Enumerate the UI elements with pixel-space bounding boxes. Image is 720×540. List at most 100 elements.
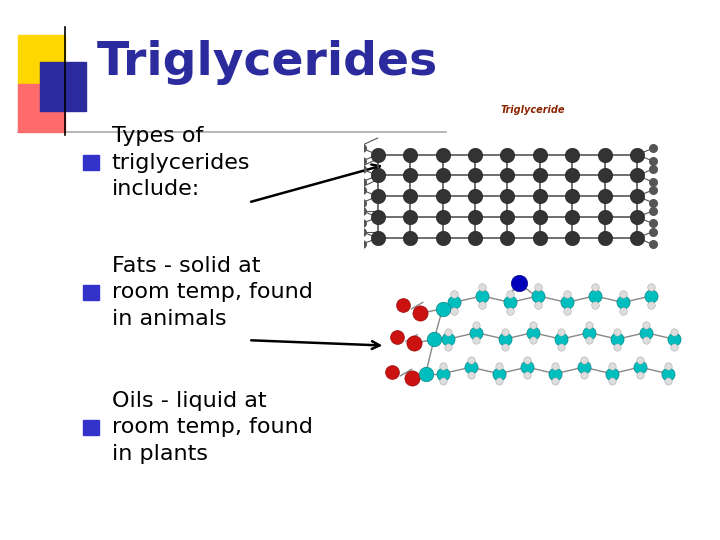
Point — [634, 363, 646, 372]
Point — [617, 307, 629, 315]
Point — [534, 192, 546, 201]
Point — [471, 336, 482, 345]
Point — [555, 342, 567, 351]
Bar — [18, 35, 65, 84]
Point — [662, 369, 674, 378]
Point — [617, 289, 629, 298]
Point — [533, 283, 544, 292]
Point — [356, 144, 368, 153]
Point — [599, 150, 611, 159]
Point — [405, 192, 416, 201]
Point — [647, 186, 658, 194]
Point — [577, 363, 589, 372]
Point — [589, 292, 600, 300]
Point — [647, 207, 658, 215]
Point — [499, 327, 510, 336]
Point — [561, 307, 572, 315]
Bar — [83, 155, 99, 170]
Point — [521, 363, 533, 372]
Point — [567, 150, 578, 159]
Point — [442, 342, 454, 351]
Point — [534, 234, 546, 242]
Point — [502, 192, 513, 201]
Point — [442, 335, 454, 343]
Point — [505, 289, 516, 298]
Point — [356, 240, 368, 248]
Point — [646, 300, 657, 309]
Point — [640, 321, 652, 329]
Bar — [83, 420, 99, 435]
Point — [647, 144, 658, 153]
Point — [405, 171, 416, 180]
Text: Oils - liquid at
room temp, found
in plants: Oils - liquid at room temp, found in pla… — [112, 391, 312, 463]
Point — [567, 213, 578, 221]
Point — [521, 370, 533, 379]
Point — [493, 369, 505, 378]
Point — [647, 157, 658, 165]
Point — [469, 192, 481, 201]
Point — [465, 370, 477, 379]
Point — [469, 234, 481, 242]
Point — [428, 335, 440, 343]
Point — [612, 335, 624, 343]
Point — [662, 362, 674, 370]
Point — [599, 192, 611, 201]
Point — [577, 355, 589, 364]
Point — [646, 292, 657, 300]
Point — [397, 300, 409, 309]
Point — [448, 298, 459, 307]
Point — [437, 369, 449, 378]
Point — [647, 219, 658, 228]
Point — [533, 300, 544, 309]
Point — [668, 327, 680, 336]
Point — [386, 367, 397, 376]
Point — [448, 289, 459, 298]
Point — [502, 171, 513, 180]
Bar — [83, 285, 99, 300]
Point — [372, 150, 384, 159]
Point — [577, 370, 589, 379]
Point — [442, 327, 454, 336]
Point — [356, 186, 368, 194]
Point — [561, 289, 572, 298]
Point — [356, 165, 368, 173]
Point — [583, 336, 595, 345]
Point — [372, 234, 384, 242]
Point — [599, 213, 611, 221]
Point — [606, 362, 618, 370]
Point — [647, 240, 658, 248]
Bar — [40, 62, 86, 111]
Point — [567, 234, 578, 242]
Point — [502, 213, 513, 221]
Text: Triglyceride: Triglyceride — [500, 105, 565, 115]
Point — [583, 328, 595, 337]
Point — [534, 171, 546, 180]
Point — [471, 328, 482, 337]
Point — [606, 377, 618, 386]
Point — [372, 171, 384, 180]
Point — [647, 227, 658, 236]
Point — [533, 292, 544, 300]
Point — [469, 150, 481, 159]
Point — [631, 192, 643, 201]
Point — [406, 374, 418, 382]
Point — [527, 321, 539, 329]
Point — [561, 298, 572, 307]
Point — [668, 335, 680, 343]
Point — [405, 234, 416, 242]
Point — [465, 355, 477, 364]
Text: Types of
triglycerides
include:: Types of triglycerides include: — [112, 126, 250, 199]
Point — [420, 369, 431, 378]
Point — [634, 355, 646, 364]
Point — [631, 150, 643, 159]
Point — [527, 336, 539, 345]
Point — [617, 298, 629, 307]
Point — [349, 165, 361, 173]
Point — [465, 363, 477, 372]
Point — [437, 150, 449, 159]
Point — [549, 362, 561, 370]
Point — [437, 192, 449, 201]
Point — [356, 157, 368, 165]
Point — [513, 279, 524, 287]
Point — [640, 336, 652, 345]
